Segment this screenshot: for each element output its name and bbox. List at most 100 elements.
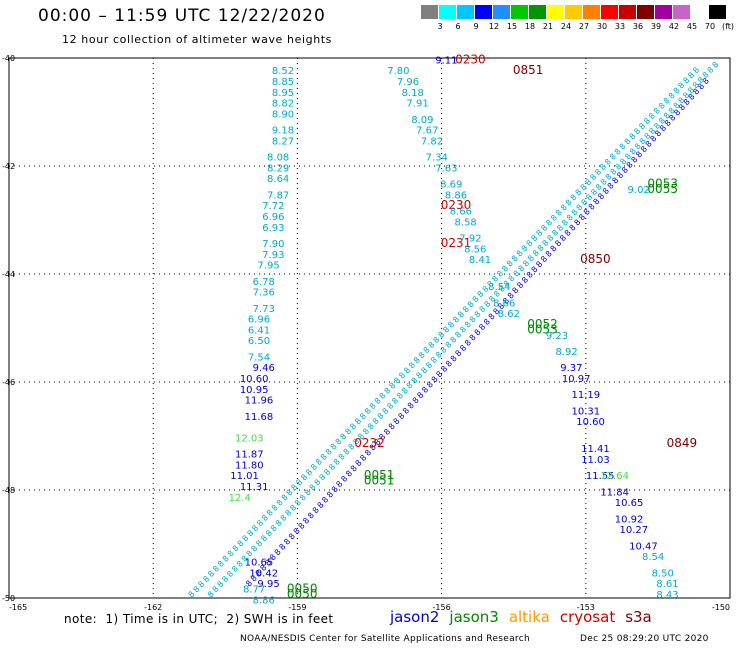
track-mark: 8 xyxy=(439,364,449,374)
colorbar-label: 6 xyxy=(455,22,461,31)
track-mark: 8 xyxy=(249,544,259,554)
legend-item-altika: altika xyxy=(508,608,550,626)
longitude-tick-label: -153 xyxy=(577,603,595,612)
track-mark: 8 xyxy=(263,558,273,568)
track-mark: 8 xyxy=(420,385,430,395)
track-mark: 8 xyxy=(587,202,597,212)
track-mark: 8 xyxy=(338,432,348,442)
track-mark: 8 xyxy=(520,243,530,253)
legend-item-jason3: jason3 xyxy=(449,608,499,626)
track-mark: 8 xyxy=(630,155,640,165)
track-mark: 8 xyxy=(468,333,478,343)
track-mark: 8 xyxy=(686,85,696,95)
track-mark: 8 xyxy=(613,162,623,172)
track-mark: 8 xyxy=(506,291,516,301)
track-mark: 8 xyxy=(397,371,407,381)
track-mark: 8 xyxy=(377,432,387,442)
data-label: 10.42 xyxy=(249,568,278,579)
track-mark: 8 xyxy=(322,467,332,477)
colorbar-label: 39 xyxy=(650,22,662,31)
data-label: 11.01 xyxy=(230,471,259,482)
track-mark: 8 xyxy=(449,354,459,364)
track-mark: 8 xyxy=(512,269,522,279)
data-label: 7.67 xyxy=(416,126,438,137)
latitude-tick-label: -46 xyxy=(2,378,15,387)
track-mark: 8 xyxy=(456,310,466,320)
track-mark: 8 xyxy=(701,76,711,86)
data-label: 9.02 xyxy=(628,185,650,196)
track-mark: 8 xyxy=(309,462,319,472)
track-mark: 8 xyxy=(406,401,416,411)
track-mark: 8 xyxy=(235,559,245,569)
track-mark: 8 xyxy=(632,126,642,136)
track-mark: 8 xyxy=(691,65,701,75)
data-label: 10.60 xyxy=(240,374,269,385)
track-mark: 8 xyxy=(658,123,668,133)
data-label: 8.27 xyxy=(272,136,294,147)
data-label: 6.50 xyxy=(248,336,270,347)
data-label: 9.23 xyxy=(546,331,568,342)
track-mark: 8 xyxy=(591,197,601,207)
latitude-tick-label: -44 xyxy=(2,270,15,279)
track-mark: 8 xyxy=(672,101,682,111)
colorbar-label: 3 xyxy=(437,22,443,31)
track-mark: 8 xyxy=(287,532,297,542)
track-mark: 8 xyxy=(241,533,251,543)
track-mark: 8 xyxy=(634,150,644,160)
track-mark: 8 xyxy=(273,547,283,557)
track-mark: 8 xyxy=(478,304,488,314)
data-label: 7.96 xyxy=(397,77,419,88)
track-mark: 8 xyxy=(245,528,255,538)
data-label: 6.41 xyxy=(248,325,270,336)
data-label: 7.92 xyxy=(459,234,481,245)
track-mark: 8 xyxy=(381,406,391,416)
track-mark: 8 xyxy=(436,330,446,340)
colorbar-swatch xyxy=(601,5,618,19)
track-mark: 8 xyxy=(311,505,321,515)
track-mark: 8 xyxy=(610,176,620,186)
track-mark: 8 xyxy=(299,472,309,482)
colorbar-swatch xyxy=(457,5,474,19)
track-mark: 8 xyxy=(358,411,368,421)
track-mark: 8 xyxy=(603,157,613,167)
colorbar-swatch xyxy=(421,5,438,19)
track-mark: 8 xyxy=(677,102,687,112)
data-label: 11.87 xyxy=(235,450,264,461)
track-mark: 8 xyxy=(279,513,289,523)
colorbar-swatch xyxy=(475,5,492,19)
track-mark: 8 xyxy=(245,549,255,559)
track-mark: 8 xyxy=(314,457,324,467)
track-mark: 8 xyxy=(545,233,555,243)
track-mark: 8 xyxy=(639,144,649,154)
data-label: 8.43 xyxy=(656,590,678,601)
track-mark: 8 xyxy=(434,369,444,379)
colorbar-label: 70 xyxy=(704,22,716,31)
track-mark: 8 xyxy=(347,442,357,452)
track-mark: 8 xyxy=(353,416,363,426)
data-label: 8.61 xyxy=(656,579,678,590)
track-mark: 8 xyxy=(249,574,259,584)
track-mark: 8 xyxy=(319,452,329,462)
track-mark: 8 xyxy=(427,340,437,350)
data-label: 0851 xyxy=(513,63,544,77)
track-mark: 8 xyxy=(255,518,265,528)
track-mark: 8 xyxy=(696,75,706,85)
data-label: 10.97 xyxy=(562,374,591,385)
track-mark: 8 xyxy=(320,495,330,505)
colorbar-swatch xyxy=(529,5,546,19)
colorbar-swatch xyxy=(439,5,456,19)
track-mark: 8 xyxy=(400,386,410,396)
track-mark: 8 xyxy=(638,136,648,146)
data-label: 11.03 xyxy=(581,455,610,466)
track-mark: 8 xyxy=(343,427,353,437)
track-mark: 8 xyxy=(461,305,471,315)
track-mark: 8 xyxy=(304,467,314,477)
track-mark: 8 xyxy=(378,391,388,401)
colorbar-swatch xyxy=(619,5,636,19)
data-label: 7.36 xyxy=(253,288,275,299)
track-mark: 8 xyxy=(332,457,342,467)
track-mark: 8 xyxy=(485,279,495,289)
track-mark: 8 xyxy=(441,325,451,335)
track-mark: 8 xyxy=(303,488,313,498)
colorbar-label: 18 xyxy=(524,22,536,31)
